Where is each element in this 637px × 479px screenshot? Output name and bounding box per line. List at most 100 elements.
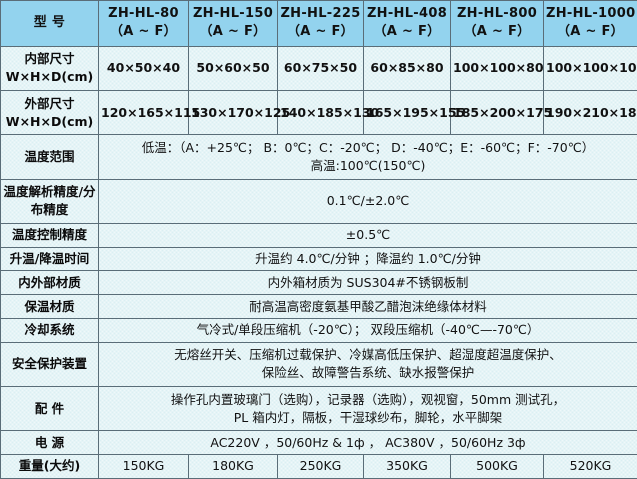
model-name-4: ZH-HL-408 [366,5,448,21]
model-suffix-4: （A ~ F） [373,24,441,40]
row-label-outer-size: 外部尺寸 W×H×D(cm) [0,90,99,136]
row-label-line1: 温度控制精度 [11,227,87,243]
row-label-line1: 温度范围 [24,148,75,164]
cell-outer-size-1: 120×165×115 [98,90,200,136]
header-cell-model-5: ZH-HL-800 （A ~ F） [450,0,544,47]
table-row: 冷却系统 气冷式/单段压缩机（-20℃）； 双段压缩机（-40℃—-70℃） [0,317,637,343]
value-line-2: 保险丝、故障警告系统、缺水报警保护 [261,365,475,381]
row-label-line1: 保温材质 [24,298,75,314]
model-suffix-5: （A ~ F） [463,24,531,40]
cell-weight-6: 520KG [543,454,637,479]
row-label-accessories: 配 件 [0,386,99,432]
model-suffix-2: （A ~ F） [199,24,267,40]
cell-heat-cool-time-value: 升温约 4.0℃/分钟 ；降温约 1.0℃/分钟 [98,246,637,272]
row-label-insulation-material: 保温材质 [0,294,99,319]
cell-weight-4: 350KG [363,454,451,479]
header-cell-model-label: 型 号 [0,0,99,47]
cell-temp-resolution-value: 0.1℃/±2.0℃ [98,178,637,224]
row-label-temp-range: 温度范围 [0,134,99,180]
model-suffix-6: （A ~ F） [557,24,624,40]
value-line-1: AC220V ，50/60Hz & 1ф ， AC380V ，50/60Hz 3… [210,434,526,450]
cell-weight-2: 180KG [188,454,278,479]
cell-inner-size-1: 40×50×40 [98,45,189,92]
cell-safety-protection-value: 无熔丝开关、压缩机过载保护、冷媒高低压保护、超湿度超温度保护、 保险丝、故障警告系… [98,341,637,388]
value-line-1: 0.1℃/±2.0℃ [326,193,410,209]
table-row: 温度控制精度 ±0.5℃ [0,222,637,248]
table-row: 重量(大约) 150KG 180KG 250KG 350KG 500KG 520KG [0,454,637,479]
row-label-power-supply: 电 源 [0,430,99,456]
row-label-line1: 升温/降温时间 [9,250,90,266]
cell-temp-control-accuracy-value: ±0.5℃ [98,222,637,248]
table-row: 配 件 操作孔内置玻璃门（选购），记录器（选购），观视窗，50mm 测试孔， PL … [0,386,637,432]
header-model-label-text: 型 号 [33,15,66,30]
model-name-1: ZH-HL-80 [108,5,179,21]
cell-inner-size-4: 60×85×80 [363,45,451,92]
table-row: 电 源 AC220V ，50/60Hz & 1ф ， AC380V ，50/60H… [0,430,637,456]
row-label-line1: 重量(大约) [18,458,81,474]
table-row: 升温/降温时间 升温约 4.0℃/分钟 ；降温约 1.0℃/分钟 [0,246,637,272]
row-label-temp-resolution: 温度解析精度/分布精度 [0,178,99,224]
header-cell-model-2: ZH-HL-150 （A ~ F） [188,0,278,47]
row-label-line1: 安全保护装置 [11,356,87,372]
table-row: 内外部材质 内外箱材质为 SUS304#不锈钢板制 [0,270,637,296]
row-label-line1: 内部尺寸 [24,51,75,67]
header-cell-model-6: ZH-HL-1000 （A ~ F） [543,0,637,47]
value-line-1: 低温：（A：+25℃； B：0℃；C：-20℃； D：-40℃；E：-60℃；F… [141,139,595,155]
value-line-1: 升温约 4.0℃/分钟 ；降温约 1.0℃/分钟 [255,250,481,266]
row-label-inner-size: 内部尺寸 W×H×D(cm) [0,45,99,92]
row-label-line1: 内外部材质 [18,274,81,290]
table-row: 内部尺寸 W×H×D(cm) 40×50×40 50×60×50 60×75×50 60×… [0,45,637,92]
cell-inner-size-5: 100×100×80 [450,45,544,92]
value-line-1: 气冷式/单段压缩机（-20℃）； 双段压缩机（-40℃—-70℃） [196,322,540,338]
row-label-weight: 重量(大约) [0,454,99,479]
cell-accessories-value: 操作孔内置玻璃门（选购），记录器（选购），观视窗，50mm 测试孔， PL 箱内灯… [98,386,637,432]
cell-weight-5: 500KG [450,454,544,479]
row-label-line2: 分布精度 [30,184,96,218]
cell-weight-3: 250KG [277,454,364,479]
cell-inner-size-6: 100×100×100 [543,45,637,92]
row-label-temp-control-accuracy: 温度控制精度 [0,222,99,248]
row-label-line1: 电 源 [34,434,65,450]
cell-outer-size-5: 185×200×175 [450,90,552,136]
table-header-row: 型 号 ZH-HL-80 （A ~ F） ZH-HL-150 （A ~ F） ZH-HL-… [0,0,637,47]
table-row: 外部尺寸 W×H×D(cm) 120×165×115 130×170×125 140×1… [0,90,637,136]
row-label-line1: 温度解析精度/ [3,184,84,200]
cell-outer-size-2: 130×170×125 [188,90,290,136]
value-line-1: ±0.5℃ [345,227,391,243]
row-label-heat-cool-time: 升温/降温时间 [0,246,99,272]
row-label-cooling-system: 冷却系统 [0,317,99,343]
model-suffix-1: （A ~ F） [110,24,177,40]
table-row: 温度解析精度/分布精度 0.1℃/±2.0℃ [0,178,637,224]
table-row: 安全保护装置 无熔丝开关、压缩机过载保护、冷媒高低压保护、超湿度超温度保护、 保险丝… [0,341,637,388]
value-line-2: 高温:100℃(150℃) [310,157,426,173]
cell-power-supply-value: AC220V ，50/60Hz & 1ф ， AC380V ，50/60Hz 3… [98,430,637,456]
model-name-2: ZH-HL-150 [192,5,274,21]
header-cell-model-4: ZH-HL-408 （A ~ F） [363,0,451,47]
row-label-line1: 配 件 [34,400,65,416]
cell-inner-size-2: 50×60×50 [188,45,278,92]
model-name-5: ZH-HL-800 [456,5,538,21]
row-label-line1: 冷却系统 [24,322,75,338]
cell-insulation-material-value: 耐高温高密度氨基甲酸乙醋泡沫绝缘体材料 [98,294,637,319]
model-suffix-3: （A ~ F） [287,24,354,40]
cell-chamber-material-value: 内外箱材质为 SUS304#不锈钢板制 [98,270,637,296]
model-name-6: ZH-HL-1000 [546,5,636,21]
value-line-1: 耐高温高密度氨基甲酸乙醋泡沫绝缘体材料 [249,298,487,314]
cell-outer-size-4: 165×195×155 [363,90,465,136]
row-label-chamber-material: 内外部材质 [0,270,99,296]
cell-temp-range-value: 低温：（A：+25℃； B：0℃；C：-20℃； D：-40℃；E：-60℃；F… [98,134,637,180]
table-row: 保温材质 耐高温高密度氨基甲酸乙醋泡沫绝缘体材料 [0,294,637,319]
row-label-line1: 外部尺寸 [24,95,75,111]
value-line-1: 操作孔内置玻璃门（选购），记录器（选购），观视窗，50mm 测试孔， [170,391,566,407]
header-cell-model-1: ZH-HL-80 （A ~ F） [98,0,189,47]
cell-cooling-system-value: 气冷式/单段压缩机（-20℃）； 双段压缩机（-40℃—-70℃） [98,317,637,343]
row-label-line2: W×H×D(cm) [5,113,94,129]
cell-weight-1: 150KG [98,454,189,479]
model-name-3: ZH-HL-225 [280,5,361,21]
cell-outer-size-6: 190×210×185 [543,90,637,136]
header-cell-model-3: ZH-HL-225 （A ~ F） [277,0,364,47]
value-line-2: PL 箱内灯，隔板，干湿球纱布，脚轮，水平脚架 [233,409,503,425]
cell-outer-size-3: 140×185×130 [277,90,379,136]
row-label-line2: W×H×D(cm) [5,69,94,85]
